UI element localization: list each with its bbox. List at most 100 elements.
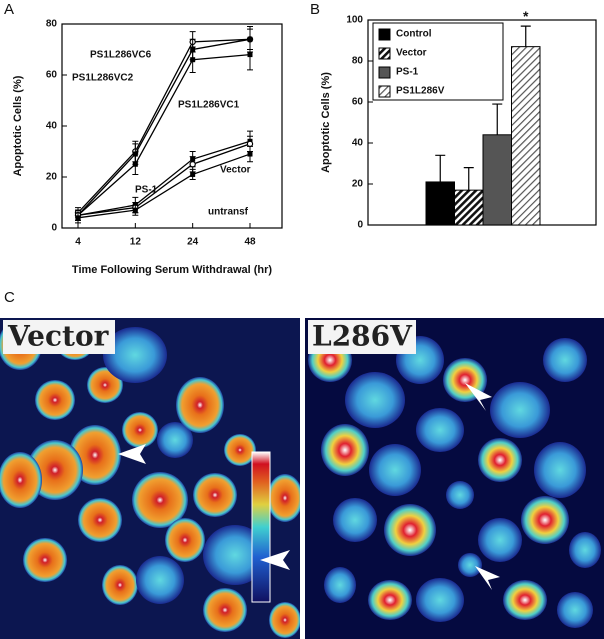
point (246, 140, 254, 148)
cell (324, 567, 356, 603)
point (189, 161, 196, 168)
cell (157, 422, 193, 458)
bar (482, 134, 512, 226)
bar (511, 46, 541, 226)
cells (0, 320, 300, 638)
legend-label: PS-1 (396, 67, 419, 78)
legend-swatch (378, 28, 391, 41)
series-label: PS1L286VC2 (72, 73, 134, 84)
legend-label: Control (396, 29, 432, 40)
y-tick-label: 40 (352, 138, 364, 149)
cell (203, 588, 247, 632)
series-line (77, 53, 251, 216)
legend-swatch (378, 47, 391, 60)
cell (521, 496, 569, 544)
cell (165, 518, 205, 562)
panel-label: B (310, 1, 320, 18)
cell (224, 434, 256, 466)
image-label: L286V (312, 320, 413, 353)
series-label: Vector (220, 165, 251, 176)
point (132, 207, 138, 213)
label-box (308, 320, 416, 354)
cell (543, 338, 587, 382)
error-bar (492, 103, 503, 135)
cell (446, 481, 474, 509)
cell (203, 525, 267, 585)
cell (269, 602, 300, 638)
cell (416, 578, 464, 622)
cell (490, 382, 550, 438)
cell (23, 538, 67, 582)
y-tick-label: 80 (46, 19, 58, 30)
error-bar (463, 167, 474, 191)
series-line (77, 153, 251, 219)
x-tick-label: 4 (75, 237, 81, 248)
cell (569, 532, 601, 568)
cell (267, 474, 300, 522)
series-label: untransf (208, 207, 249, 218)
cell (369, 444, 421, 496)
y-tick-label: 60 (352, 97, 364, 108)
y-axis-title: Apoptotic Cells (%) (320, 72, 332, 173)
series-label: PS-1 (135, 185, 158, 196)
cell (503, 580, 547, 620)
series-line (77, 38, 251, 216)
x-axis-title: Time Following Serum Withdrawal (hr) (72, 264, 272, 276)
legend-swatch (378, 66, 391, 79)
cell (0, 452, 42, 508)
cell (478, 438, 522, 482)
panel-label: A (4, 1, 14, 18)
bar (454, 189, 484, 226)
cell (368, 580, 412, 620)
x-tick-label: 12 (130, 237, 142, 248)
cell (136, 556, 184, 604)
cell (345, 372, 405, 428)
cell (534, 442, 586, 498)
cell (35, 380, 75, 420)
bar (425, 181, 455, 226)
x-tick-label: 24 (187, 237, 199, 248)
cell (176, 377, 224, 433)
point (247, 151, 253, 157)
error-bar (520, 25, 531, 47)
color-scale (251, 451, 271, 603)
arrowheads (118, 383, 500, 590)
series-label: PS1L286VC1 (178, 100, 240, 111)
y-tick-label: 60 (46, 70, 58, 81)
y-tick-label: 0 (357, 220, 363, 231)
series-label: PS1L286VC6 (90, 50, 152, 61)
legend-box (372, 22, 504, 101)
cell (557, 592, 593, 628)
cell (122, 412, 158, 448)
y-tick-label: 100 (346, 15, 363, 26)
y-tick-label: 80 (352, 56, 364, 67)
y-tick-label: 20 (46, 172, 58, 183)
y-tick-label: 40 (46, 121, 58, 132)
legend-label: Vector (396, 48, 427, 59)
point (190, 171, 196, 177)
cell (321, 424, 369, 476)
series-line (77, 143, 251, 216)
label-box (3, 320, 115, 354)
cell (102, 565, 138, 605)
error-bar (435, 154, 446, 182)
cell (333, 498, 377, 542)
point (132, 161, 138, 167)
annotation: * (523, 8, 529, 24)
x-tick-label: 48 (244, 237, 256, 248)
image-label: Vector (7, 320, 110, 353)
cell (478, 518, 522, 562)
cell (78, 498, 122, 542)
point (75, 215, 81, 221)
point (190, 57, 196, 63)
panel-label: C (4, 289, 15, 306)
cell (384, 504, 436, 556)
y-tick-label: 20 (352, 179, 364, 190)
cell (458, 553, 482, 577)
y-axis-title: Apoptotic Cells (%) (12, 75, 24, 176)
legend-label: PS1L286V (396, 86, 445, 97)
point (247, 52, 253, 58)
y-tick-label: 0 (51, 223, 57, 234)
series-line (77, 38, 251, 214)
